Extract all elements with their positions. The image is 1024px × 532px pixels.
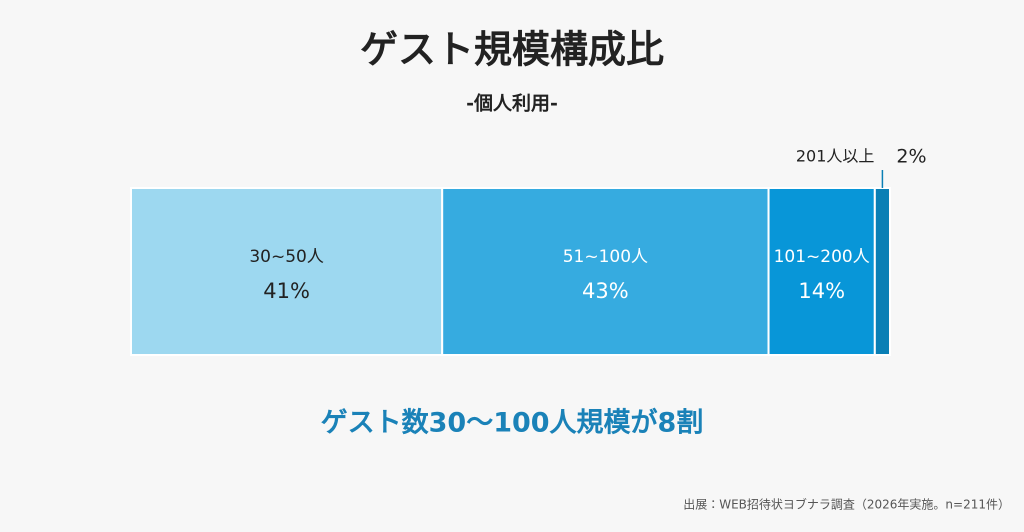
annotation: ゲスト数30〜100人規模が8割 — [321, 407, 704, 439]
chart-subtitle: -個人利用- — [466, 93, 558, 115]
bar-segment — [767, 187, 876, 356]
bar-segment — [441, 187, 770, 356]
value-label: 2% — [896, 146, 926, 168]
bar-segment — [873, 187, 892, 356]
value-label: 14% — [798, 279, 845, 303]
category-label: 51~100人 — [563, 247, 648, 267]
bar-segment — [130, 187, 444, 356]
chart-title: ゲスト規模構成比 — [360, 28, 664, 72]
category-label: 30~50人 — [249, 247, 324, 267]
value-label: 41% — [263, 279, 310, 303]
category-label: 101~200人 — [774, 247, 870, 267]
value-label: 43% — [582, 279, 629, 303]
source-note: 出展：WEB招待状ヨブナラ調査（2026年実施。n=211件） — [683, 497, 1010, 512]
category-label: 201人以上 — [796, 147, 875, 166]
